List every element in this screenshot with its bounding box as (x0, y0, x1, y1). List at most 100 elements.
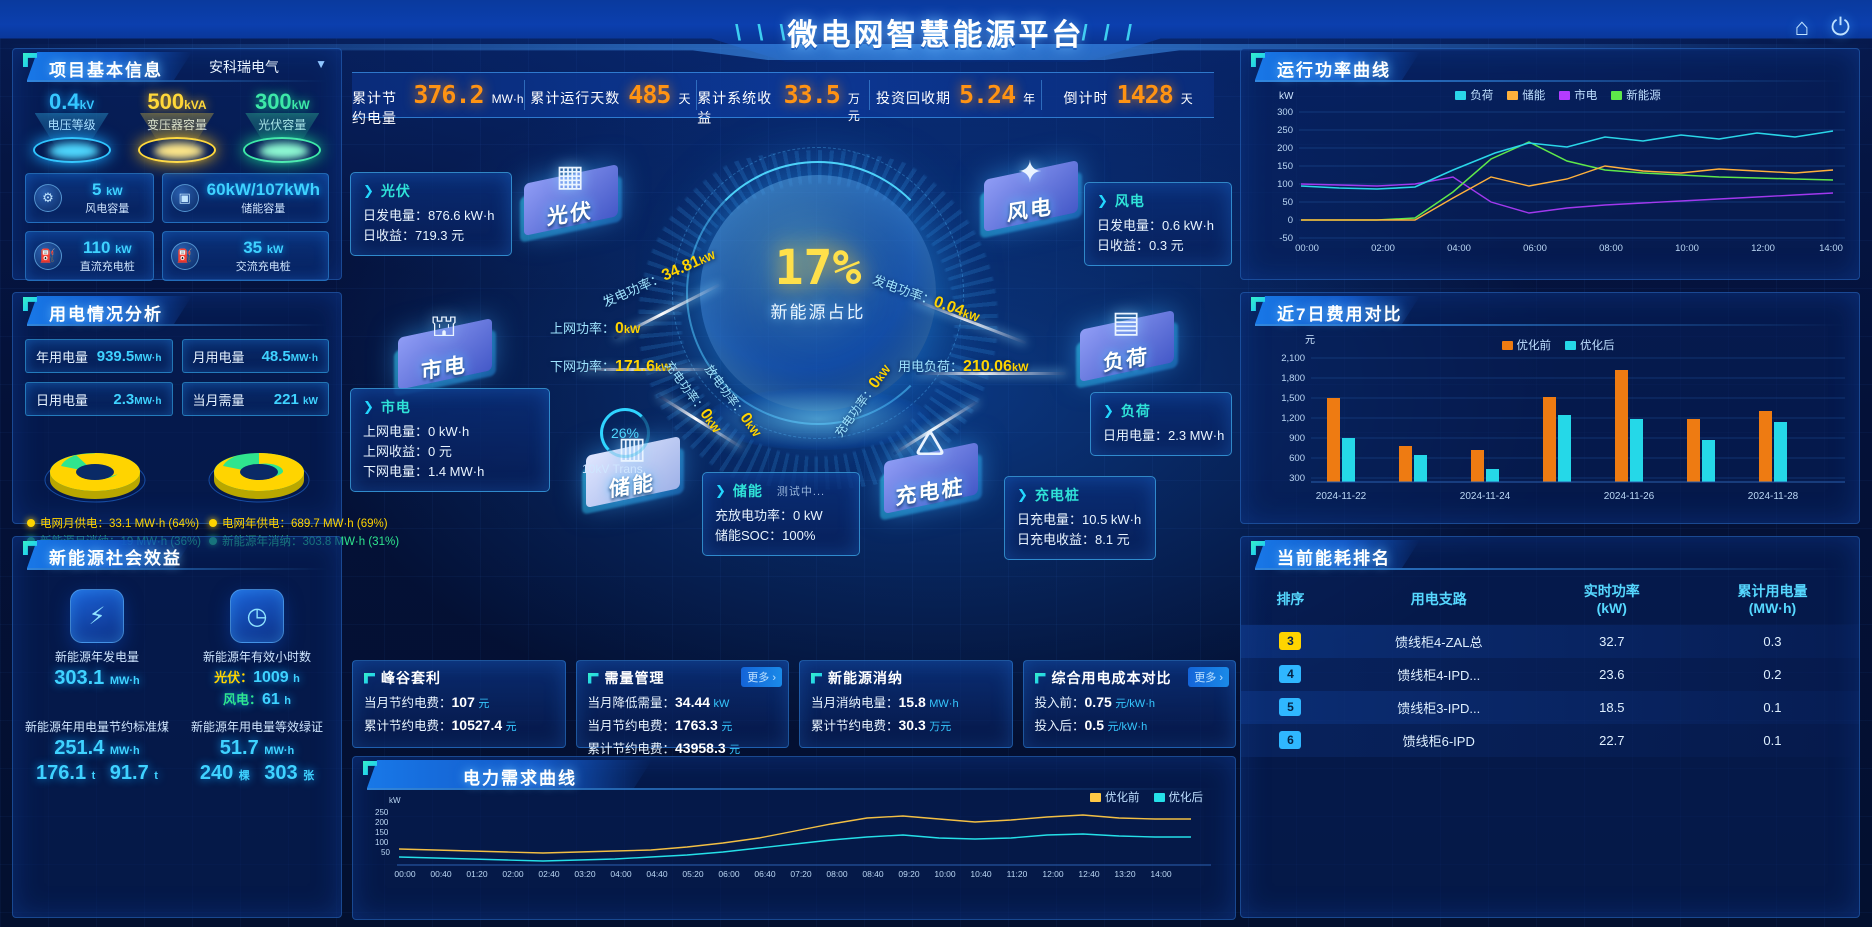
svg-text:00:00: 00:00 (394, 869, 416, 879)
card-unit: kW (266, 244, 284, 256)
row-unit: MW·h (134, 395, 162, 407)
cumulative-energy: 0.1 (1763, 732, 1782, 748)
stat-demand-management: 需量管理 更多 › 当月降低需量：34.44 kW 当月节约电费：1763.3 … (575, 660, 789, 756)
cumulative-energy: 0.1 (1763, 699, 1782, 715)
node-pv[interactable]: ▦ 光伏 (510, 142, 630, 243)
branch-name: 馈线柜6-IPD (1402, 733, 1475, 749)
benefit-value2: 176.1 (36, 762, 87, 785)
ev-car-icon: 🛆 (915, 427, 945, 460)
panel-title: 近7日费用对比 (1277, 305, 1403, 324)
card-ac-charger: ⛽ 35 kW 交流充电桩 (161, 231, 329, 281)
svg-text:150: 150 (1277, 161, 1293, 172)
flow-label-load: 用电负荷：210.06kW (898, 358, 1029, 375)
infobox-title: 储能 (732, 483, 763, 499)
realtime-power: 32.7 (1599, 633, 1625, 649)
usage-daily: 日用电量 2.3MW·h (25, 382, 173, 416)
svg-text:06:00: 06:00 (1523, 243, 1547, 254)
node-ev-charger[interactable]: 🛆 充电桩 (870, 420, 990, 521)
usage-month-demand: 当月需量 221 kW (181, 382, 329, 416)
svg-text:06:00: 06:00 (718, 869, 740, 879)
benefit-value3: 91.7 (109, 762, 149, 785)
battery-icon: ▣ (170, 184, 199, 212)
legend-item: 电网月供电：33.1 MW·h (64%) (27, 515, 201, 531)
orb-base-glow (705, 388, 931, 450)
row-value: 939.5 (96, 347, 135, 365)
infobox-line: 日发电量：0.6 kW·h (1097, 218, 1215, 233)
panel-title: 电力需求曲线 (463, 769, 577, 788)
header-slash-right: / / / (1081, 20, 1137, 45)
table-row[interactable]: 6 馈线柜6-IPD 22.7 0.1 (1241, 723, 1859, 757)
home-icon[interactable]: ⌂ (1794, 14, 1810, 41)
gauge-value: 300 (254, 89, 292, 114)
infobox-line: 日用电量：2.3 MW·h (1103, 428, 1225, 443)
branch-name: 馈线柜3-IPD... (1397, 700, 1481, 716)
col-branch: 用电支路 (1410, 591, 1467, 608)
svg-text:250: 250 (1277, 125, 1293, 136)
panel-power-curve: 运行功率曲线 负荷 储能 市电 新能源 kW 300 250 200 150 100 5… (1240, 48, 1860, 280)
svg-text:12:00: 12:00 (1042, 869, 1064, 879)
realtime-power: 23.6 (1599, 666, 1625, 682)
svg-text:08:00: 08:00 (826, 869, 848, 879)
cost-chart-svg: 元 2,100 1,800 1,500 1,200 900 600 300 (1281, 335, 1845, 502)
chevron-down-icon[interactable]: ▼ (315, 57, 327, 71)
usage-metric-cards: 年用电量 939.5MW·h 月用电量 48.5MW·h 日用电量 2.3MW·… (13, 327, 341, 416)
transformer-label: 10kV Trans. (582, 462, 647, 476)
legend-item: 优化后 (1153, 789, 1203, 805)
flag-icon (587, 672, 599, 684)
legend-item: 优化前 (1501, 337, 1551, 353)
project-selector-value[interactable]: 安科瑞电气 (209, 59, 279, 75)
gauge-pv-capacity: 300kW 光伏容量 (232, 91, 332, 163)
metric-label: 累计系统收益 (697, 90, 773, 126)
svg-text:00:40: 00:40 (430, 869, 452, 879)
panel-title: 当前能耗排名 (1277, 549, 1391, 568)
table-row[interactable]: 3 馈线柜4-ZAL总 32.7 0.3 (1241, 624, 1859, 658)
benefit-value: 51.7 (219, 737, 259, 760)
metric-unit: MW·h (491, 92, 524, 106)
svg-text:300: 300 (1289, 473, 1305, 484)
svg-text:06:40: 06:40 (754, 869, 776, 879)
table-row[interactable]: 5 馈线柜3-IPD... 18.5 0.1 (1241, 690, 1859, 724)
stat-title: 需量管理 (604, 670, 665, 686)
panel-usage-analysis: 用电情况分析 年用电量 939.5MW·h 月用电量 48.5MW·h 日用电量… (12, 292, 399, 548)
panel-energy-ranking: 当前能耗排名 排序 用电支路 实时功率 (kW) 累计用电量 (MW·h) 3 馈线… (1240, 536, 1860, 918)
flag-icon (811, 672, 822, 684)
gauge-label: 电压等级 (47, 118, 96, 132)
panel-header: 用电情况分析 (13, 293, 341, 327)
power-icon[interactable]: ⏻ (1831, 14, 1850, 41)
rank-badge: 3 (1279, 632, 1302, 651)
svg-text:元: 元 (1305, 335, 1315, 346)
row-label: 月用电量 (192, 349, 245, 365)
infobox-title: 负荷 (1120, 403, 1151, 419)
cumulative-energy: 0.2 (1763, 666, 1782, 682)
stat-title: 综合用电成本对比 (1051, 670, 1172, 686)
table-row[interactable]: 4 馈线柜4-IPD... 23.6 0.2 (1241, 657, 1859, 691)
legend-item: 负荷 (1455, 87, 1493, 103)
node-wind[interactable]: ✦ 风电 (970, 138, 1090, 239)
panel-header: 近7日费用对比 (1241, 293, 1859, 327)
legend-item: 电网年供电：689.7 MW·h (69%) (209, 515, 399, 531)
node-load[interactable]: ▤ 负荷 (1066, 288, 1186, 389)
infobox-pv: ❯ 光伏 日发电量：876.6 kW·h 日收益：719.3 元 (350, 172, 512, 257)
header-slash-left: \ \ \ (735, 20, 791, 45)
cost-chart-legend: 优化前 优化后 (1249, 337, 1867, 353)
panel-project-info: 项目基本信息 安科瑞电气 ▼ 0.4kV 电压等级 500kVA 变压器容量 3… (12, 48, 342, 281)
svg-text:10:00: 10:00 (1675, 243, 1699, 254)
branch-name: 馈线柜4-ZAL总 (1395, 634, 1483, 650)
arrow-icon: ❯ (363, 183, 375, 198)
flow-line-grid (578, 368, 714, 371)
benefit-label: 新能源年用电量节约标准煤 (24, 720, 169, 735)
metric-system-income: 累计系统收益 33.5 万元 (697, 80, 870, 126)
svg-text:04:40: 04:40 (646, 869, 668, 879)
legend-label: 电网年供电：689.7 MW·h (69%) (222, 518, 388, 530)
more-button-cost[interactable]: 更多 › (1188, 667, 1229, 687)
stat-comprehensive-cost: 综合用电成本对比 更多 › 投入前：0.75 元/kW·h 投入后：0.5 元/… (1022, 660, 1236, 748)
node-grid[interactable]: ⛫ 市电 (384, 296, 504, 397)
infobox-line: 日收益：719.3 元 (363, 228, 465, 244)
solar-panel-icon: ▦ (555, 160, 585, 193)
svg-text:05:20: 05:20 (682, 869, 704, 879)
infobox-title: 风电 (1114, 193, 1145, 209)
more-button-demand[interactable]: 更多 › (741, 667, 782, 687)
svg-text:250: 250 (375, 808, 389, 817)
svg-text:11:20: 11:20 (1007, 869, 1028, 879)
